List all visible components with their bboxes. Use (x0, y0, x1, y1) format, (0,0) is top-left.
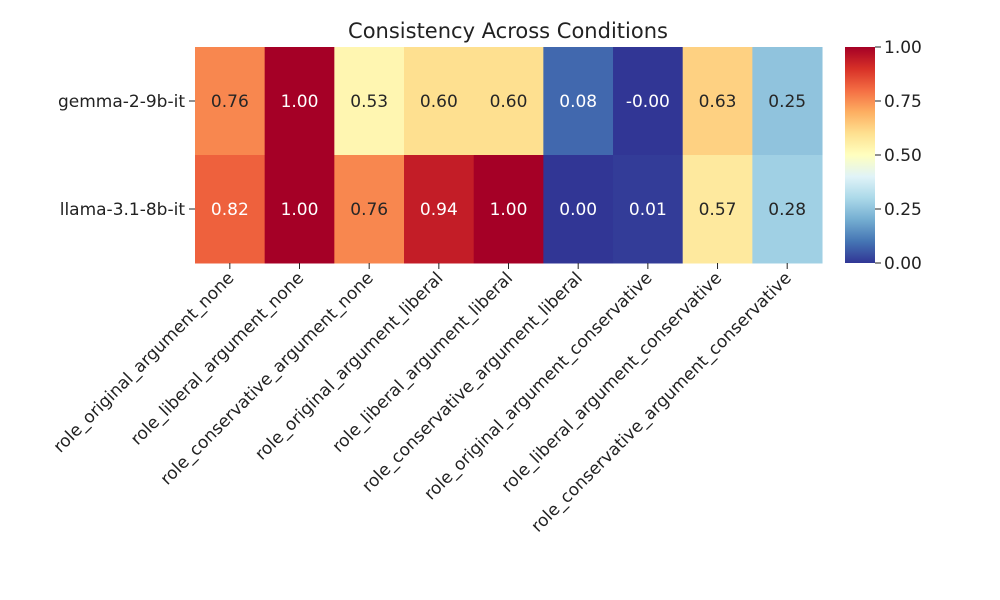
cell-value-label-1-4: 1.00 (490, 200, 528, 220)
colorbar-tick-label-0: 0.00 (884, 254, 922, 274)
cell-value-label-0-3: 0.60 (420, 92, 458, 112)
heatmap-cells: 0.76 1.00 0.53 0.60 0.60 0.08 -0.00 0.63 0.25 0.8… (195, 47, 823, 264)
cell-value-label-1-2: 0.76 (350, 200, 388, 220)
row-labels: gemma-2-9b-it llama-3.1-8b-it (58, 92, 195, 220)
cell-value-label-0-5: 0.08 (559, 92, 597, 112)
heatmap-cell-0-6 (613, 47, 684, 156)
heatmap-cell-1-7 (682, 155, 753, 264)
cell-value-label-1-1: 1.00 (281, 200, 319, 220)
heatmap-cell-0-0 (195, 47, 266, 156)
colorbar-tick-label-4: 1.00 (884, 38, 922, 58)
cell-value-label-1-3: 0.94 (420, 200, 458, 220)
heatmap-cell-0-4 (473, 47, 544, 156)
cell-value-label-0-2: 0.53 (350, 92, 388, 112)
heatmap-cell-0-2 (334, 47, 405, 156)
heatmap-cell-1-5 (543, 155, 614, 264)
heatmap-cell-0-7 (682, 47, 753, 156)
heatmap-cell-0-5 (543, 47, 614, 156)
heatmap-cell-0-8 (752, 47, 823, 156)
cell-value-label-0-6: -0.00 (626, 92, 670, 112)
row-label-0: gemma-2-9b-it (58, 92, 185, 112)
colorbar-tick-label-1: 0.25 (884, 200, 922, 220)
cell-value-label-0-8: 0.25 (768, 92, 806, 112)
chart-title: Consistency Across Conditions (348, 19, 668, 43)
heatmap-cell-0-1 (264, 47, 335, 156)
row-label-1: llama-3.1-8b-it (60, 200, 186, 220)
cell-value-label-0-0: 0.76 (211, 92, 249, 112)
cell-value-label-1-6: 0.01 (629, 200, 667, 220)
heatmap-cell-1-1 (264, 155, 335, 264)
heatmap-cell-1-6 (613, 155, 684, 264)
cell-value-label-0-1: 1.00 (281, 92, 319, 112)
heatmap-cell-1-4 (473, 155, 544, 264)
cell-value-label-0-4: 0.60 (490, 92, 528, 112)
column-labels: role_original_argument_nonerole_liberal_… (50, 263, 796, 537)
colorbar-gradient (845, 47, 875, 263)
colorbar: 0.00 0.25 0.50 0.75 1.00 (845, 38, 922, 274)
cell-value-label-1-5: 0.00 (559, 200, 597, 220)
heatmap-cell-1-3 (404, 155, 475, 264)
cell-value-label-0-7: 0.63 (699, 92, 737, 112)
heatmap-cell-1-2 (334, 155, 405, 264)
cell-value-label-1-7: 0.57 (699, 200, 737, 220)
heatmap-cell-1-0 (195, 155, 266, 264)
cell-value-label-1-0: 0.82 (211, 200, 249, 220)
heatmap-cell-0-3 (404, 47, 475, 156)
cell-value-label-1-8: 0.28 (768, 200, 806, 220)
colorbar-tick-label-2: 0.50 (884, 146, 922, 166)
colorbar-tick-label-3: 0.75 (884, 92, 922, 112)
heatmap-cell-1-8 (752, 155, 823, 264)
column-label-8: role_conservative_argument_conservative (528, 268, 796, 536)
